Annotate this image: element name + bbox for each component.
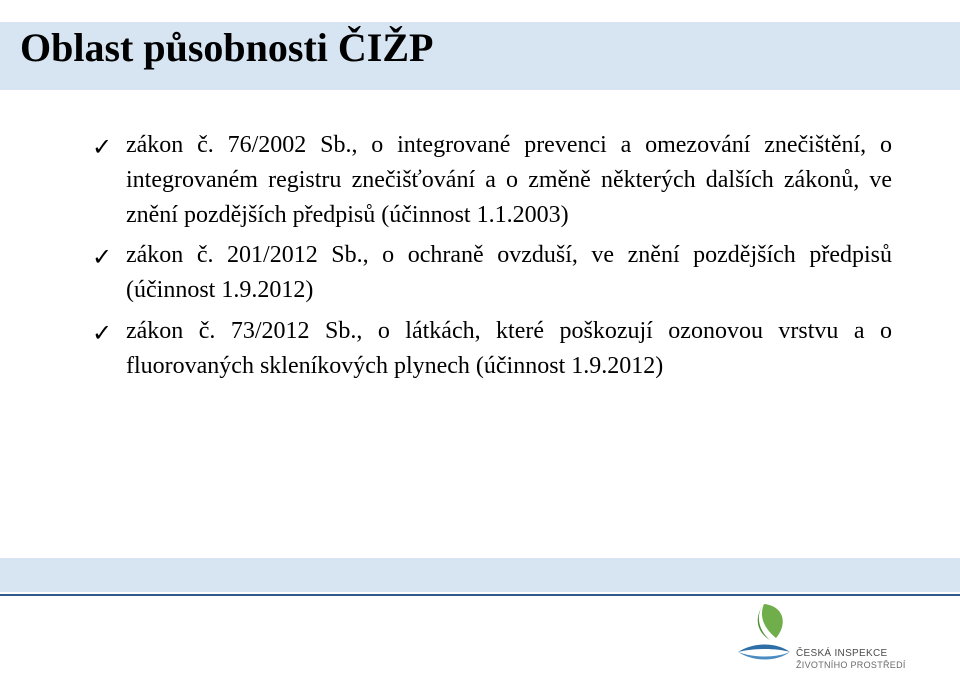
bullet-text: zákon č. 76/2002 Sb., o integrované prev…: [126, 132, 892, 228]
title-bar: Oblast působnosti ČIŽP: [0, 22, 960, 90]
slide-title: Oblast působnosti ČIŽP: [20, 28, 433, 68]
footer-underline: [0, 594, 960, 596]
check-icon: ✓: [92, 317, 112, 352]
cizp-logo: ČESKÁ INSPEKCE ŽIVOTNÍHO PROSTŘEDÍ: [736, 602, 936, 674]
footer-band: [0, 558, 960, 592]
list-item: ✓ zákon č. 73/2012 Sb., o látkách, které…: [92, 314, 892, 384]
list-item: ✓ zákon č. 76/2002 Sb., o integrované pr…: [92, 128, 892, 232]
logo-line-1: ČESKÁ INSPEKCE: [796, 648, 906, 660]
list-item: ✓ zákon č. 201/2012 Sb., o ochraně ovzdu…: [92, 238, 892, 308]
bullet-text: zákon č. 201/2012 Sb., o ochraně ovzduší…: [126, 242, 892, 303]
bullet-list: ✓ zákon č. 76/2002 Sb., o integrované pr…: [92, 128, 892, 384]
logo-text: ČESKÁ INSPEKCE ŽIVOTNÍHO PROSTŘEDÍ: [796, 648, 906, 670]
check-icon: ✓: [92, 241, 112, 276]
content-area: ✓ zákon č. 76/2002 Sb., o integrované pr…: [92, 128, 892, 390]
logo-line-2: ŽIVOTNÍHO PROSTŘEDÍ: [796, 660, 906, 670]
bullet-text: zákon č. 73/2012 Sb., o látkách, které p…: [126, 318, 892, 379]
check-icon: ✓: [92, 131, 112, 166]
